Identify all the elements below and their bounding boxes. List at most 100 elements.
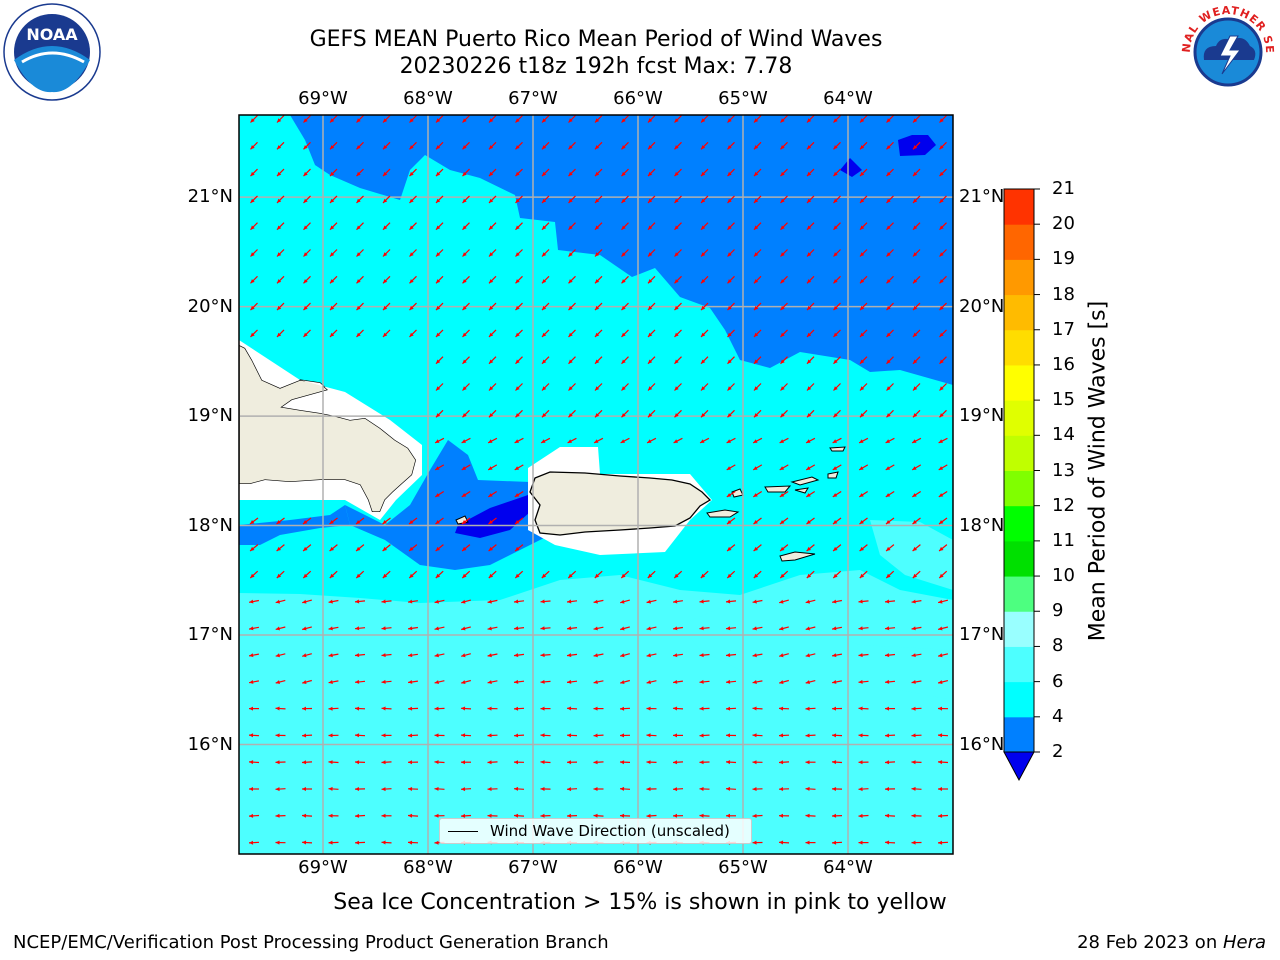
wind-wave-arrowhead <box>938 599 943 604</box>
map-subtitle: 20230226 t18z 192h fcst Max: 7.78 <box>399 54 793 79</box>
wind-wave-arrowhead <box>911 680 916 684</box>
wind-wave-arrowhead <box>250 305 255 311</box>
map-title: GEFS MEAN Puerto Rico Mean Period of Win… <box>309 27 883 52</box>
wind-wave-arrowhead <box>488 493 493 497</box>
wind-wave-arrowhead <box>938 787 942 791</box>
wind-wave-arrowhead <box>913 118 918 123</box>
wind-wave-arrowhead <box>806 546 811 551</box>
wind-wave-arrowhead <box>726 733 730 738</box>
wind-wave-arrowhead <box>727 118 732 123</box>
wind-wave-arrowhead <box>593 760 598 765</box>
land-white-mask-hispaniola <box>239 340 422 520</box>
wind-wave-arrowhead <box>355 679 360 684</box>
land-st-croix <box>779 551 816 562</box>
wind-wave-arrowhead <box>595 118 600 123</box>
wind-wave-arrowhead <box>938 626 943 631</box>
wind-wave-arrowhead <box>435 493 440 497</box>
wind-wave-arrowhead <box>355 840 360 845</box>
wind-wave-arrowhead <box>540 599 545 604</box>
wind-wave-arrowhead <box>381 653 386 658</box>
wind-wave-arrowhead <box>754 118 759 123</box>
wind-wave-arrowhead <box>727 198 732 203</box>
wind-wave-arrowhead <box>807 305 812 311</box>
wind-wave-arrowhead <box>356 171 361 177</box>
lon-label-top: 66°W <box>613 88 663 109</box>
wind-wave-arrowhead <box>752 787 757 791</box>
wind-wave-arrowhead <box>540 760 545 765</box>
wind-wave-arrowhead <box>620 626 625 631</box>
wind-wave-arrowhead <box>275 840 280 845</box>
wind-wave-arrowhead <box>487 787 492 791</box>
wind-wave-arrowhead <box>542 305 547 311</box>
footer-branch: NCEP/EMC/Verification Post Processing Pr… <box>13 932 609 953</box>
wind-wave-arrowhead <box>912 546 917 551</box>
wind-wave-arrowhead <box>648 332 653 337</box>
wind-wave-arrowhead <box>488 439 493 443</box>
wind-wave-arrowhead <box>938 439 943 443</box>
wind-wave-arrowhead <box>515 332 520 337</box>
colorbar-tick-label: 21 <box>1052 178 1075 199</box>
wind-wave-arrowhead <box>514 439 519 443</box>
wind-wave-arrowhead <box>858 679 863 684</box>
wind-wave-arrowhead <box>673 626 678 631</box>
wind-wave-arrowhead <box>621 279 626 284</box>
wind-wave-arrowhead <box>886 305 891 311</box>
wind-wave-arrowhead <box>726 760 731 765</box>
colorbar-segment <box>1004 540 1034 577</box>
wind-wave-arrowhead <box>303 546 308 551</box>
wind-wave-arrowhead <box>277 225 282 230</box>
wind-wave-arrowhead <box>434 626 439 631</box>
wind-wave-arrowhead <box>567 599 572 604</box>
wind-wave-arrowhead <box>595 359 600 364</box>
wind-wave-arrowhead <box>595 279 600 284</box>
wind-wave-arrowhead <box>620 760 625 765</box>
wind-wave-arrowhead <box>487 813 492 818</box>
colorbar-tick-label: 18 <box>1052 283 1075 305</box>
wind-wave-arrowhead <box>939 171 944 177</box>
colorbar-tick-label: 15 <box>1052 389 1075 411</box>
wind-wave-arrowhead <box>381 706 386 711</box>
wind-wave-arrowhead <box>277 332 282 337</box>
wind-wave-arrowhead <box>620 786 625 791</box>
wind-wave-arrowhead <box>673 813 677 818</box>
wind-wave-arrowhead <box>674 252 679 257</box>
wind-wave-arrowhead <box>833 359 838 364</box>
wind-wave-arrowhead <box>648 279 653 284</box>
wind-wave-arrowhead <box>275 653 280 658</box>
wind-wave-arrowhead <box>674 171 679 177</box>
wind-wave-arrowhead <box>408 760 412 765</box>
wind-wave-arrowhead <box>461 599 466 604</box>
wind-wave-arrowhead <box>462 413 467 418</box>
land-virgin-islands-b <box>790 476 820 486</box>
wind-wave-arrowhead <box>752 760 757 765</box>
wind-wave-arrowhead <box>250 118 255 123</box>
wind-wave-arrowhead <box>489 198 494 203</box>
colorbar-segment <box>1004 329 1034 366</box>
colorbar-segment <box>1004 611 1034 647</box>
wind-wave-arrowhead <box>912 520 917 524</box>
wind-wave-arrowhead <box>886 573 891 578</box>
wind-wave-arrowhead <box>381 787 386 792</box>
wind-wave-arrowhead <box>434 653 439 658</box>
wind-wave-arrowhead <box>832 813 837 818</box>
wind-wave-arrowhead <box>938 706 942 711</box>
wind-wave-arrowhead <box>700 573 706 578</box>
wind-wave-arrowhead <box>540 787 545 791</box>
colorbar-label: Mean Period of Wind Waves [s] <box>1085 300 1111 642</box>
wind-wave-arrowhead <box>752 599 757 604</box>
colorbar-segment <box>1004 470 1034 507</box>
wind-wave-arrowhead <box>542 386 547 391</box>
wind-wave-arrowhead <box>434 760 439 765</box>
wind-wave-arrowhead <box>859 493 864 497</box>
wind-wave-arrowhead <box>568 279 573 284</box>
wind-wave-arrowhead <box>409 332 414 337</box>
wind-wave-arrowhead <box>435 573 441 578</box>
wind-wave-arrowhead <box>328 840 333 845</box>
wind-wave-arrowhead <box>832 493 838 497</box>
wind-wave-arrowhead <box>726 653 731 658</box>
wind-wave-arrowhead <box>807 386 812 391</box>
wind-wave-arrowhead <box>911 786 916 791</box>
wind-wave-arrowhead <box>912 493 917 497</box>
wind-wave-arrowhead <box>674 386 679 391</box>
wind-wave-arrowhead <box>382 546 387 551</box>
